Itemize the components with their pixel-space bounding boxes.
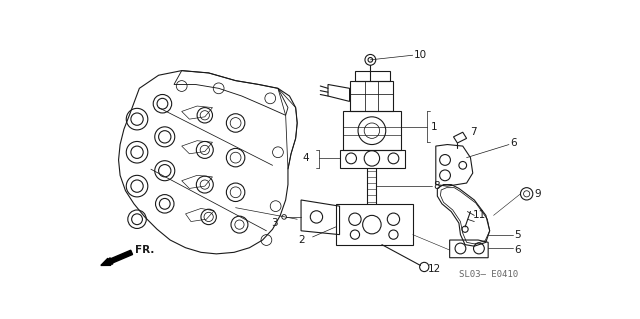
Text: 10: 10 xyxy=(414,50,428,60)
Text: FR.: FR. xyxy=(136,245,155,255)
Text: 5: 5 xyxy=(515,230,521,240)
Text: 11: 11 xyxy=(473,210,486,220)
FancyArrow shape xyxy=(101,250,132,265)
Text: 7: 7 xyxy=(470,127,476,137)
Text: 12: 12 xyxy=(428,264,442,274)
Text: 8: 8 xyxy=(433,181,440,191)
Text: 3: 3 xyxy=(271,218,278,228)
Text: 6: 6 xyxy=(515,245,521,255)
Text: 6: 6 xyxy=(511,138,517,148)
Text: 1: 1 xyxy=(431,122,438,132)
Text: 2: 2 xyxy=(298,235,305,245)
Text: 9: 9 xyxy=(534,189,541,199)
Text: SL03— E0410: SL03— E0410 xyxy=(459,270,518,279)
Text: 4: 4 xyxy=(302,153,308,163)
